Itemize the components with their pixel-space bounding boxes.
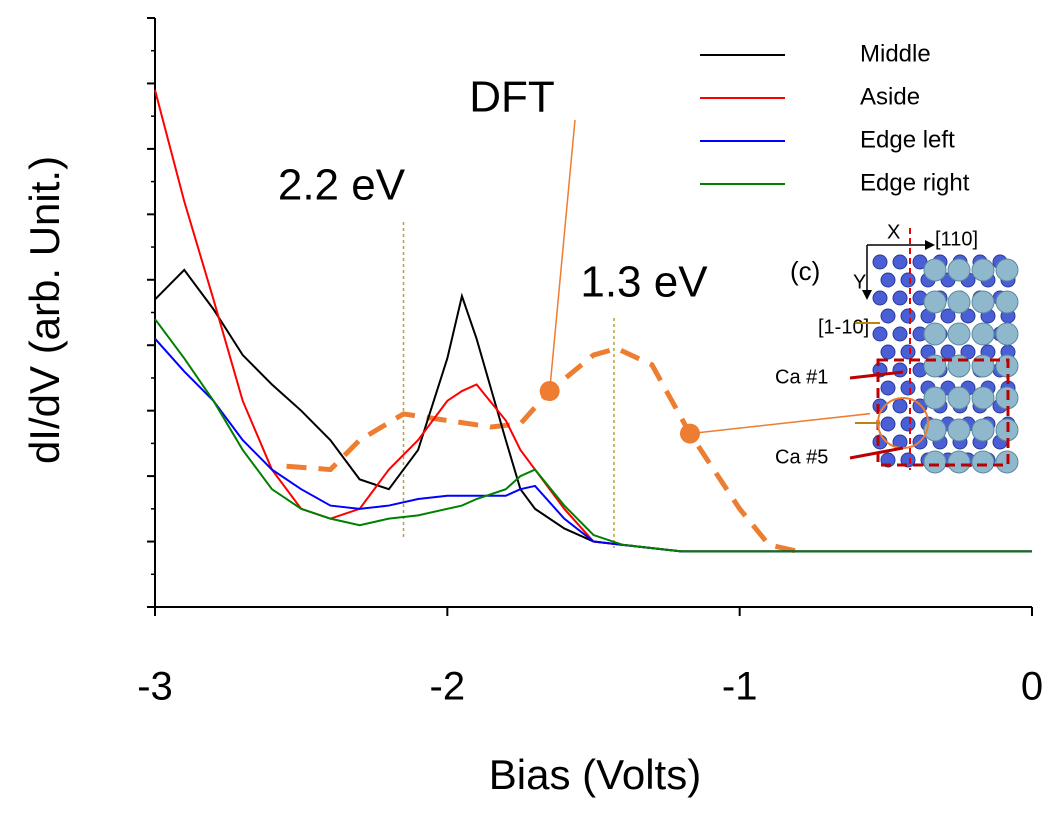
atom <box>872 434 888 450</box>
ca-atom <box>923 386 947 410</box>
ca-atom <box>947 386 971 410</box>
atom <box>880 416 896 432</box>
legend-label: Middle <box>860 40 931 67</box>
x-tick-label: -2 <box>430 665 466 709</box>
atom <box>892 290 908 306</box>
inset-site1: Ca #1 <box>775 366 828 388</box>
inset-box <box>876 358 1010 467</box>
ca-atom <box>947 450 971 474</box>
atom <box>892 326 908 342</box>
atom <box>872 254 888 270</box>
ca-atom <box>971 418 995 442</box>
x-tick-label: -3 <box>137 665 173 709</box>
atom <box>900 272 916 288</box>
dft-marker <box>539 381 560 402</box>
atom <box>940 308 956 324</box>
ca-atom <box>971 258 995 282</box>
atom <box>900 344 916 360</box>
series-line <box>154 318 1032 553</box>
inset-pointers <box>849 370 904 460</box>
x-axis-label: Bias (Volts) <box>489 751 701 798</box>
annotation-label: 2.2 eV <box>278 161 406 210</box>
dft-marker <box>679 423 700 444</box>
atom <box>900 308 916 324</box>
ca-atom <box>995 290 1019 314</box>
ca-atom <box>947 322 971 346</box>
inset-panel: (c) <box>790 256 820 286</box>
atom <box>872 326 888 342</box>
ca-atom <box>923 258 947 282</box>
inset-y: Y <box>853 271 866 293</box>
leader-line <box>548 119 576 392</box>
ca-atom <box>971 322 995 346</box>
dft-label: DFT <box>469 73 555 122</box>
legend-label: Edge right <box>860 169 970 196</box>
inset-x: X <box>887 221 900 243</box>
x-tick-label: 0 <box>1021 665 1043 709</box>
inset-marks <box>855 322 880 424</box>
atom <box>892 254 908 270</box>
ca-atom <box>923 354 947 378</box>
atom <box>900 416 916 432</box>
atom <box>880 344 896 360</box>
inset: X Y [110] [1-10] (c) Ca #1 Ca #5 <box>775 221 1019 474</box>
legend-label: Aside <box>860 83 920 110</box>
dft-line <box>286 345 799 554</box>
ca-atom <box>947 258 971 282</box>
leader-line <box>689 409 904 435</box>
ca-atom <box>947 290 971 314</box>
ca-atom <box>971 290 995 314</box>
ca-atom <box>923 290 947 314</box>
inset-axes <box>866 244 925 290</box>
y-axis-label: dI/dV (arb. Unit.) <box>21 156 68 464</box>
x-tick-label: -1 <box>722 665 758 709</box>
ca-atom <box>923 450 947 474</box>
atom <box>900 380 916 396</box>
ca-atom <box>923 418 947 442</box>
ca-atom <box>923 322 947 346</box>
ca-atom <box>947 418 971 442</box>
inset-arrows <box>862 240 935 300</box>
legend-label: Edge left <box>860 126 955 153</box>
atom <box>880 380 896 396</box>
atom <box>880 272 896 288</box>
inset-site5: Ca #5 <box>775 446 828 468</box>
inset-dir-y: [1-10] <box>818 316 869 338</box>
ca-atom <box>995 322 1019 346</box>
inset-dir-x: [110] <box>935 228 978 250</box>
atom <box>892 362 908 378</box>
ca-atom <box>971 354 995 378</box>
atom <box>880 308 896 324</box>
ca-atom <box>971 386 995 410</box>
atom <box>892 398 908 414</box>
atom <box>872 290 888 306</box>
ca-atom <box>995 258 1019 282</box>
ca-atom <box>947 354 971 378</box>
annotation-label: 1.3 eV <box>580 258 708 307</box>
ca-atom <box>971 450 995 474</box>
